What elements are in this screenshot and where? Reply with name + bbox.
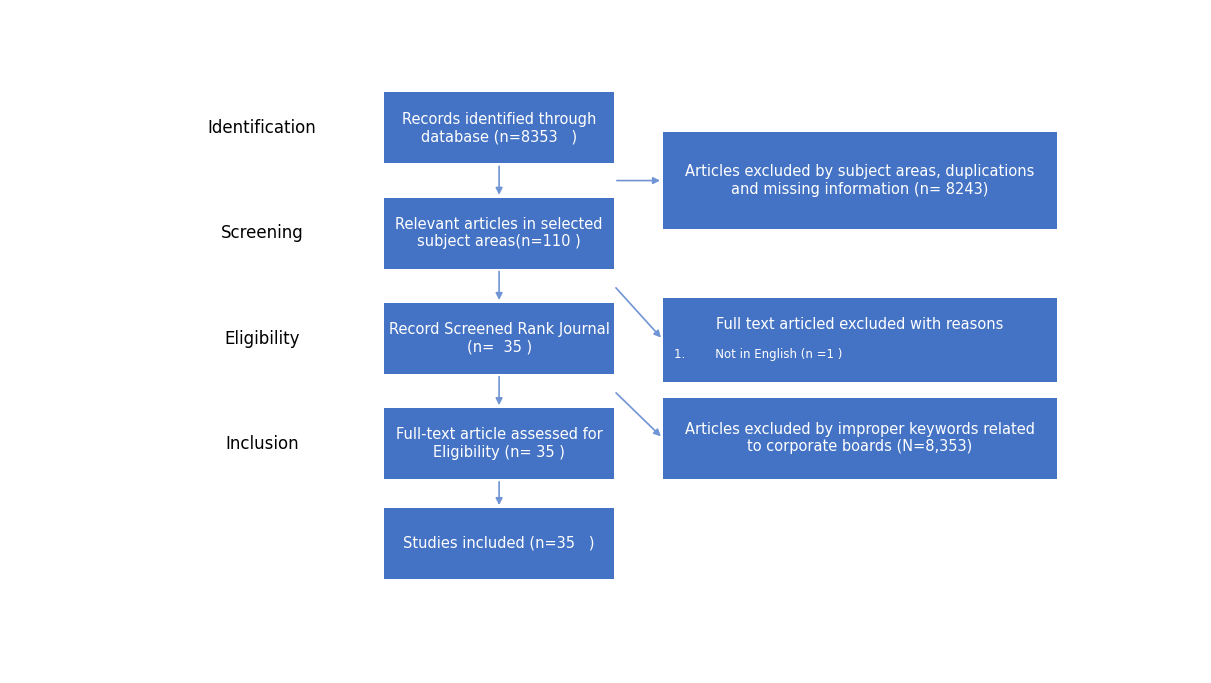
Text: Full-text article assessed for
Eligibility (n= 35 ): Full-text article assessed for Eligibili… (396, 428, 603, 460)
FancyBboxPatch shape (662, 298, 1057, 382)
Text: Identification: Identification (208, 120, 316, 137)
FancyBboxPatch shape (384, 92, 614, 163)
FancyBboxPatch shape (662, 132, 1057, 229)
FancyBboxPatch shape (662, 398, 1057, 479)
Text: Studies included (n=35   ): Studies included (n=35 ) (403, 536, 595, 551)
Text: Screening: Screening (220, 225, 304, 242)
Text: Record Screened Rank Journal
(n=  35 ): Record Screened Rank Journal (n= 35 ) (389, 322, 609, 354)
Text: Articles excluded by improper keywords related
to corporate boards (N=8,353): Articles excluded by improper keywords r… (685, 422, 1035, 454)
Text: Articles excluded by subject areas, duplications
and missing information (n= 824: Articles excluded by subject areas, dupl… (685, 165, 1034, 197)
Text: Relevant articles in selected
subject areas(n=110 ): Relevant articles in selected subject ar… (395, 217, 603, 249)
Text: Full text articled excluded with reasons: Full text articled excluded with reasons (716, 317, 1004, 332)
FancyBboxPatch shape (384, 408, 614, 479)
FancyBboxPatch shape (384, 197, 614, 268)
Text: Inclusion: Inclusion (225, 435, 299, 453)
Text: Records identified through
database (n=8353   ): Records identified through database (n=8… (402, 112, 596, 144)
Text: Eligibility: Eligibility (224, 330, 300, 348)
FancyBboxPatch shape (384, 508, 614, 579)
Text: 1.        Not in English (n =1 ): 1. Not in English (n =1 ) (675, 348, 843, 361)
FancyBboxPatch shape (384, 303, 614, 374)
